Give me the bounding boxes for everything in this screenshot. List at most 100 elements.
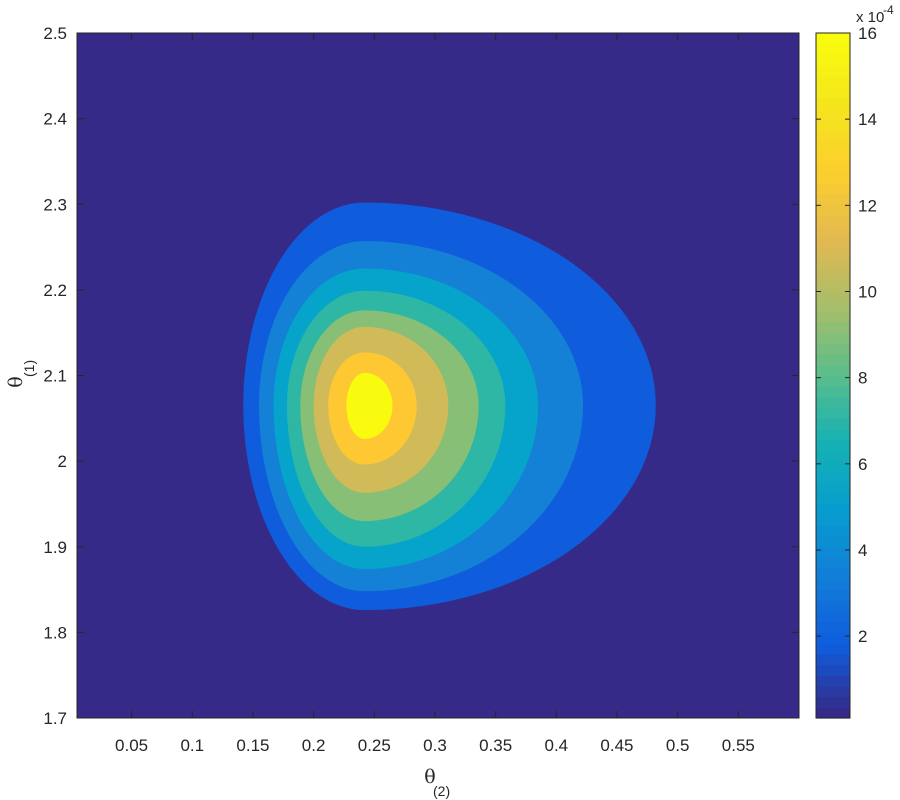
colorbar-segment [816,161,850,173]
colorbar-segment [816,482,850,494]
x-axis-subscript: (2) [433,783,450,799]
colorbar-segment [816,696,850,708]
y-tick-label: 2 [58,452,67,471]
colorbar-segment [816,589,850,601]
y-axis-symbol: θ [5,376,27,387]
colorbar-segment [816,536,850,548]
y-tick-label: 2.4 [43,110,67,129]
colorbar-frame [815,32,851,719]
colorbar-segment [816,289,850,302]
x-tick-label: 0.25 [358,736,391,755]
colorbar-segment [816,429,850,441]
colorbar-exponent: x 10 -4 [856,3,894,26]
colorbar-segment [816,182,850,195]
colorbar-segment [816,75,850,88]
colorbar-segment [816,600,850,612]
colorbar-segment [816,321,850,334]
colorbar-tick-label: 8 [858,369,867,388]
colorbar-tick-label: 4 [858,541,867,560]
colorbar-segment [816,300,850,312]
colorbar-segment [816,354,850,366]
colorbar-segment [816,343,850,355]
contour-layer [243,202,656,611]
colorbar-tick-label: 14 [858,110,877,129]
x-tick-label: 0.1 [180,736,204,755]
colorbar-segment [816,578,850,591]
colorbar-segment [816,675,850,687]
colorbar-segment [816,461,850,473]
colorbar-segment [816,193,850,205]
colorbar-segment [816,129,850,141]
x-axis-symbol: θ [424,766,435,788]
x-tick-label: 0.2 [302,736,326,755]
colorbar: 2 4 6 8 10 12 14 16 x 10 -4 [815,3,894,719]
colorbar-tick-label: 10 [858,282,877,301]
colorbar-segment [816,65,850,77]
colorbar-ticks: 2 4 6 8 10 12 14 16 [816,24,877,646]
colorbar-exponent-base: x 10 [856,9,884,26]
colorbar-segment [816,546,850,559]
colorbar-segment [816,514,850,526]
colorbar-segment [816,118,850,130]
y-tick-label: 1.8 [43,623,67,642]
y-tick-label: 2.3 [43,195,67,214]
colorbar-segment [816,450,850,462]
colorbar-segment [816,439,850,452]
colorbar-tick-label: 6 [858,455,867,474]
colorbar-segment [816,610,850,623]
colorbar-segment [816,54,850,66]
y-axis-subscript: (1) [21,360,37,377]
colorbar-segment [816,375,850,387]
colorbar-segment [816,204,850,216]
colorbar-segment [816,225,850,237]
colorbar-segment [816,107,850,120]
y-tick-label: 2.5 [43,24,67,43]
y-tick-label: 1.9 [43,538,67,557]
colorbar-segment [816,557,850,569]
colorbar-tick-label: 12 [858,196,877,215]
colorbar-segment [816,140,850,152]
colorbar-segment [816,653,850,666]
colorbar-segment [816,707,850,719]
colorbar-segment [816,568,850,580]
x-tick-label: 0.35 [479,736,512,755]
plot-area: 0.05 0.1 0.15 0.2 0.25 0.3 0.35 0.4 0.45 0.5 0.55 … [43,24,800,755]
colorbar-segment [816,471,850,484]
colorbar-segment [816,643,850,655]
colorbar-segment [816,172,850,184]
colorbar-tick-label: 16 [858,24,877,43]
x-tick-label: 0.55 [722,736,755,755]
colorbar-exponent-power: -4 [883,3,894,17]
colorbar-segment [816,664,850,676]
colorbar-segment [816,396,850,409]
colorbar-segment [816,279,850,291]
x-tick-label: 0.4 [544,736,568,755]
colorbar-gradient [816,33,850,719]
colorbar-segment [816,685,850,698]
colorbar-segment [816,407,850,419]
colorbar-segment [816,418,850,430]
colorbar-segment [816,43,850,56]
colorbar-segment [816,268,850,280]
colorbar-segment [816,150,850,163]
colorbar-segment [816,311,850,323]
colorbar-segment [816,236,850,248]
colorbar-segment [816,503,850,516]
x-tick-label: 0.45 [600,736,633,755]
y-axis-ticks: 1.7 1.8 1.9 2 2.1 2.2 2.3 2.4 2.5 [43,24,799,728]
colorbar-segment [816,247,850,259]
colorbar-segment [816,33,850,45]
colorbar-segment [816,386,850,398]
x-tick-label: 0.5 [666,736,690,755]
x-axis-label: θ (2) [424,766,450,799]
colorbar-tick-label: 2 [858,627,867,646]
y-tick-label: 2.2 [43,281,67,300]
colorbar-segment [816,632,850,644]
y-axis-label: θ (1) [5,360,37,388]
x-axis-ticks: 0.05 0.1 0.15 0.2 0.25 0.3 0.35 0.4 0.45 0.5 0.55 [115,33,755,755]
x-tick-label: 0.15 [236,736,269,755]
colorbar-segment [816,364,850,377]
contour-level-16 [346,372,393,439]
y-tick-label: 2.1 [43,367,67,386]
